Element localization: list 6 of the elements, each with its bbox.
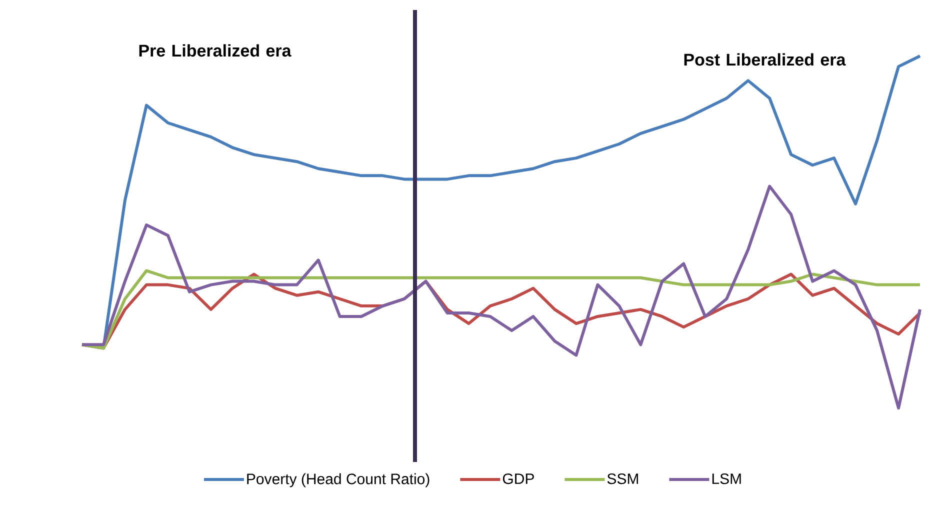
legend-label: LSM [712, 473, 741, 484]
annotation: Pre Liberalized era [139, 44, 292, 57]
legend-label: GDP [502, 473, 534, 484]
legend-label: SSM [607, 473, 638, 484]
annotation: Post Liberalized era [684, 53, 846, 66]
legend-label: Poverty (Head Count Ratio) [247, 473, 430, 488]
